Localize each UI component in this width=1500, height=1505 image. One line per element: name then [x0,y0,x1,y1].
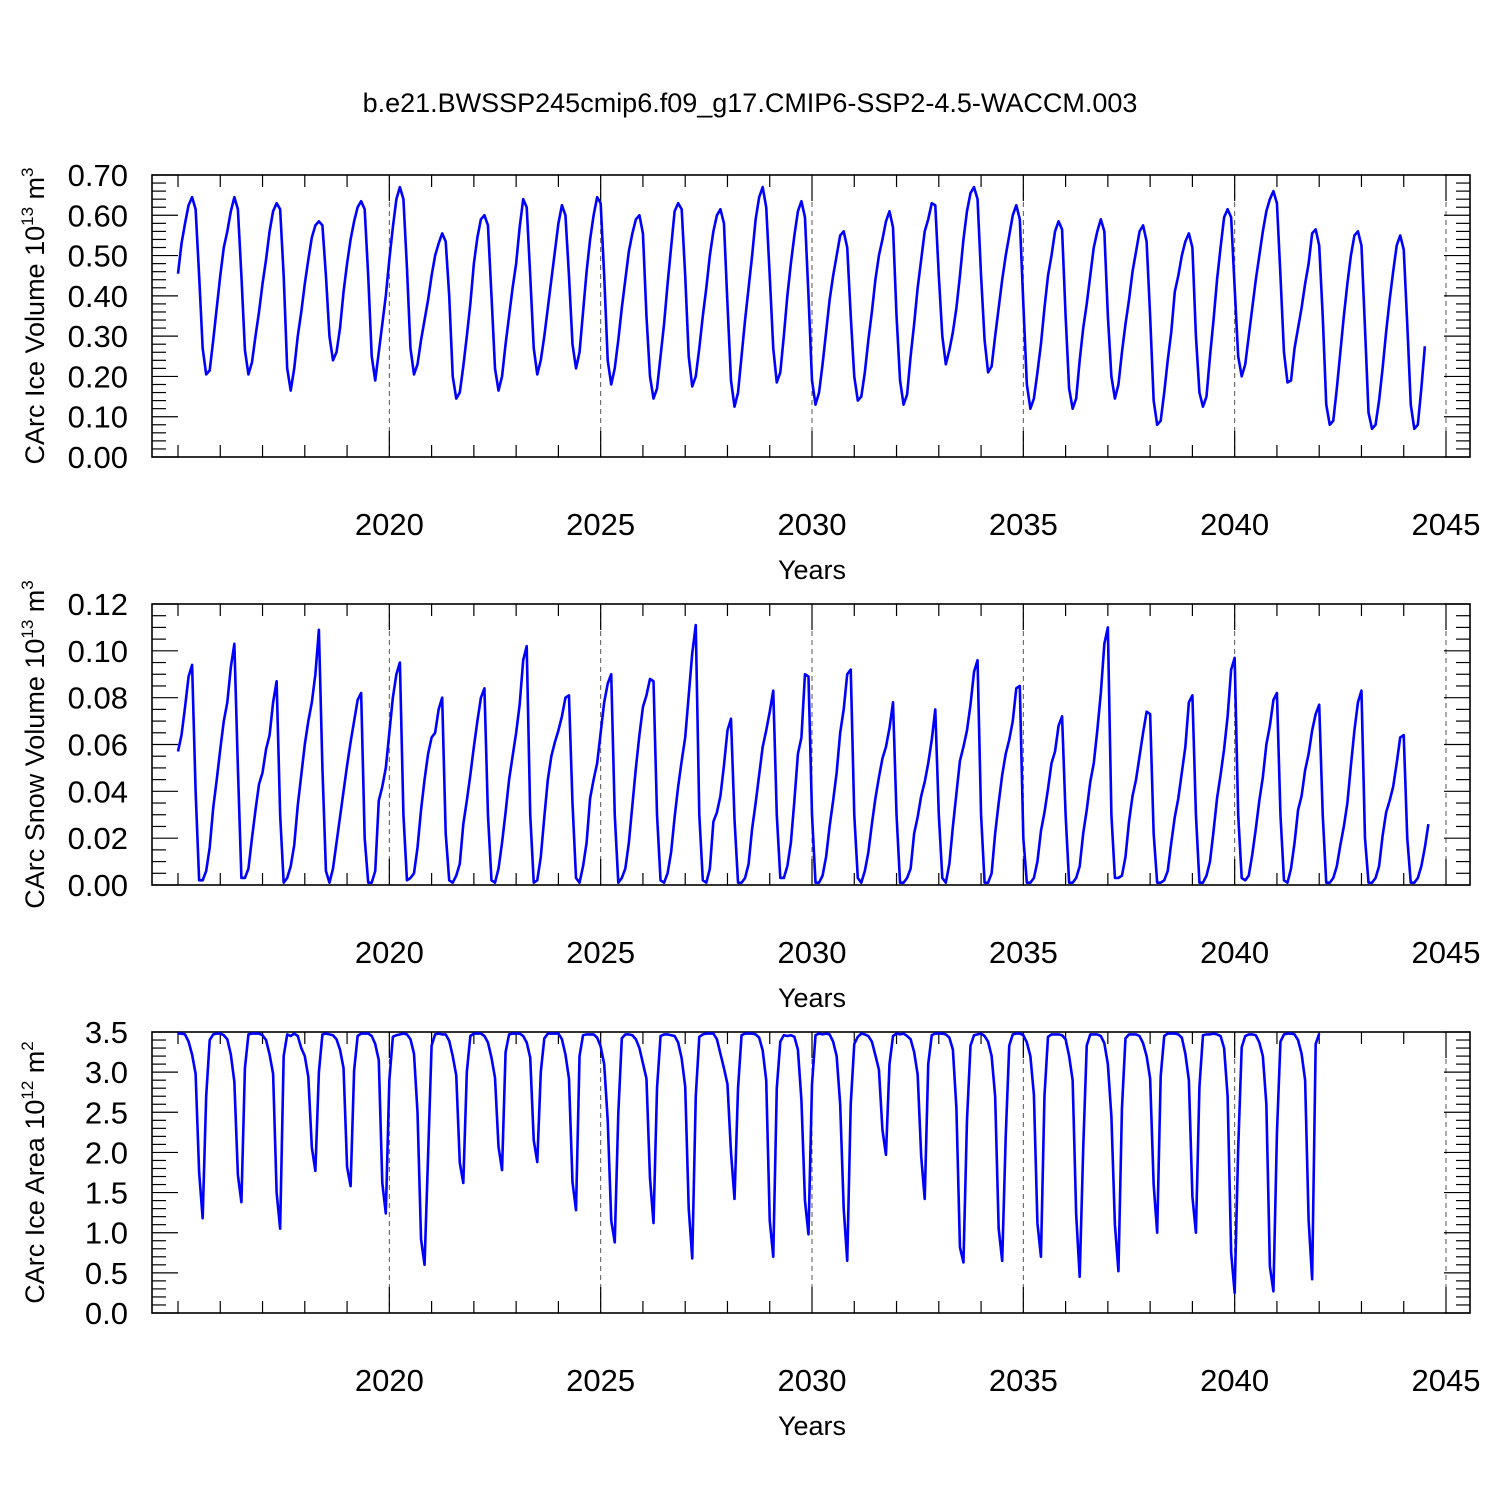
y-tick-label: 0.30 [68,319,128,354]
x-tick-label: 2020 [355,935,424,970]
y-tick-label: 1.0 [85,1216,128,1251]
y-label-unit-power: 2 [18,1041,37,1050]
y-label-exponent: 13 [18,620,37,639]
plot-frame [151,1031,1471,1314]
x-axis-label: Years [778,983,846,1013]
x-tick-label: 2030 [778,507,847,542]
x-axis-label: Years [778,1411,846,1441]
x-tick-label: 2030 [778,1363,847,1398]
y-tick-label: 0.02 [68,821,128,856]
y-label-unit: m [20,590,50,620]
plot-frame [151,174,1471,458]
x-tick-label: 2045 [1412,1363,1481,1398]
y-tick-label: 0.10 [68,400,128,435]
y-tick-label: 2.0 [85,1135,128,1170]
x-tick-label: 2025 [566,935,635,970]
x-tick-label: 2030 [778,935,847,970]
x-axis-label: Years [778,555,846,585]
y-tick-label: 0.60 [68,198,128,233]
y-axis-label: CArc Ice Area 1012 m2 [18,1041,50,1304]
series-line [176,623,1430,884]
y-axis-label: CArc Snow Volume 1013 m3 [18,580,50,909]
y-tick-label: 0.06 [68,728,128,763]
y-tick-label: 0.00 [68,868,128,903]
y-label-text: CArc Snow Volume 10 [20,639,50,909]
y-label-exponent: 12 [18,1081,37,1100]
x-tick-label: 2035 [989,507,1058,542]
y-tick-label: 0.0 [85,1296,128,1331]
x-tick-label: 2040 [1200,507,1269,542]
x-tick-label: 2020 [355,507,424,542]
y-label-text: CArc Ice Volume 10 [20,226,50,465]
y-label-text: CArc Ice Area 10 [20,1100,50,1304]
x-tick-label: 2025 [566,507,635,542]
y-tick-label: 0.50 [68,239,128,274]
y-tick-label: 3.0 [85,1055,128,1090]
y-tick-label: 0.40 [68,279,128,314]
y-tick-label: 0.5 [85,1256,128,1291]
x-tick-label: 2045 [1412,507,1481,542]
y-label-exponent: 13 [18,207,37,226]
x-tick-label: 2035 [989,1363,1058,1398]
panel-2: 0.00 0.02 0.04 0.06 0.08 0.10 0.12 2020 2025 2030… [18,580,1480,1013]
y-label-unit-power: 3 [18,580,37,589]
y-tick-label: 0.12 [68,587,128,622]
y-label-unit: m [20,177,50,207]
y-tick-label: 0.08 [68,681,128,716]
y-tick-label: 0.70 [68,158,128,193]
x-tick-label: 2020 [355,1363,424,1398]
series-line [178,1032,1321,1295]
y-axis-label: CArc Ice Volume 1013 m3 [18,167,50,464]
panels: 0.00 0.10 0.20 0.30 0.40 0.50 0.60 0.70 2020 2025… [18,158,1480,1441]
x-tick-label: 2040 [1200,935,1269,970]
y-tick-label: 0.04 [68,774,128,809]
x-tick-label: 2040 [1200,1363,1269,1398]
y-tick-label: 2.5 [85,1095,128,1130]
x-tick-label: 2045 [1412,935,1481,970]
y-label-unit-power: 3 [18,167,37,176]
x-tick-label: 2035 [989,935,1058,970]
y-tick-label: 0.00 [68,440,128,475]
panel-1: 0.00 0.10 0.20 0.30 0.40 0.50 0.60 0.70 2020 2025… [18,158,1480,585]
y-label-unit: m [20,1051,50,1081]
x-tick-label: 2025 [566,1363,635,1398]
chart-title: b.e21.BWSSP245cmip6.f09_g17.CMIP6-SSP2-4… [363,88,1138,118]
y-tick-label: 0.20 [68,359,128,394]
y-tick-label: 3.5 [85,1015,128,1050]
series-line [176,185,1427,431]
y-tick-label: 1.5 [85,1176,128,1211]
y-tick-label: 0.10 [68,634,128,669]
panel-3: 0.0 0.5 1.0 1.5 2.0 2.5 3.0 3.5 2020 2025 2030 2035… [18,1015,1480,1441]
